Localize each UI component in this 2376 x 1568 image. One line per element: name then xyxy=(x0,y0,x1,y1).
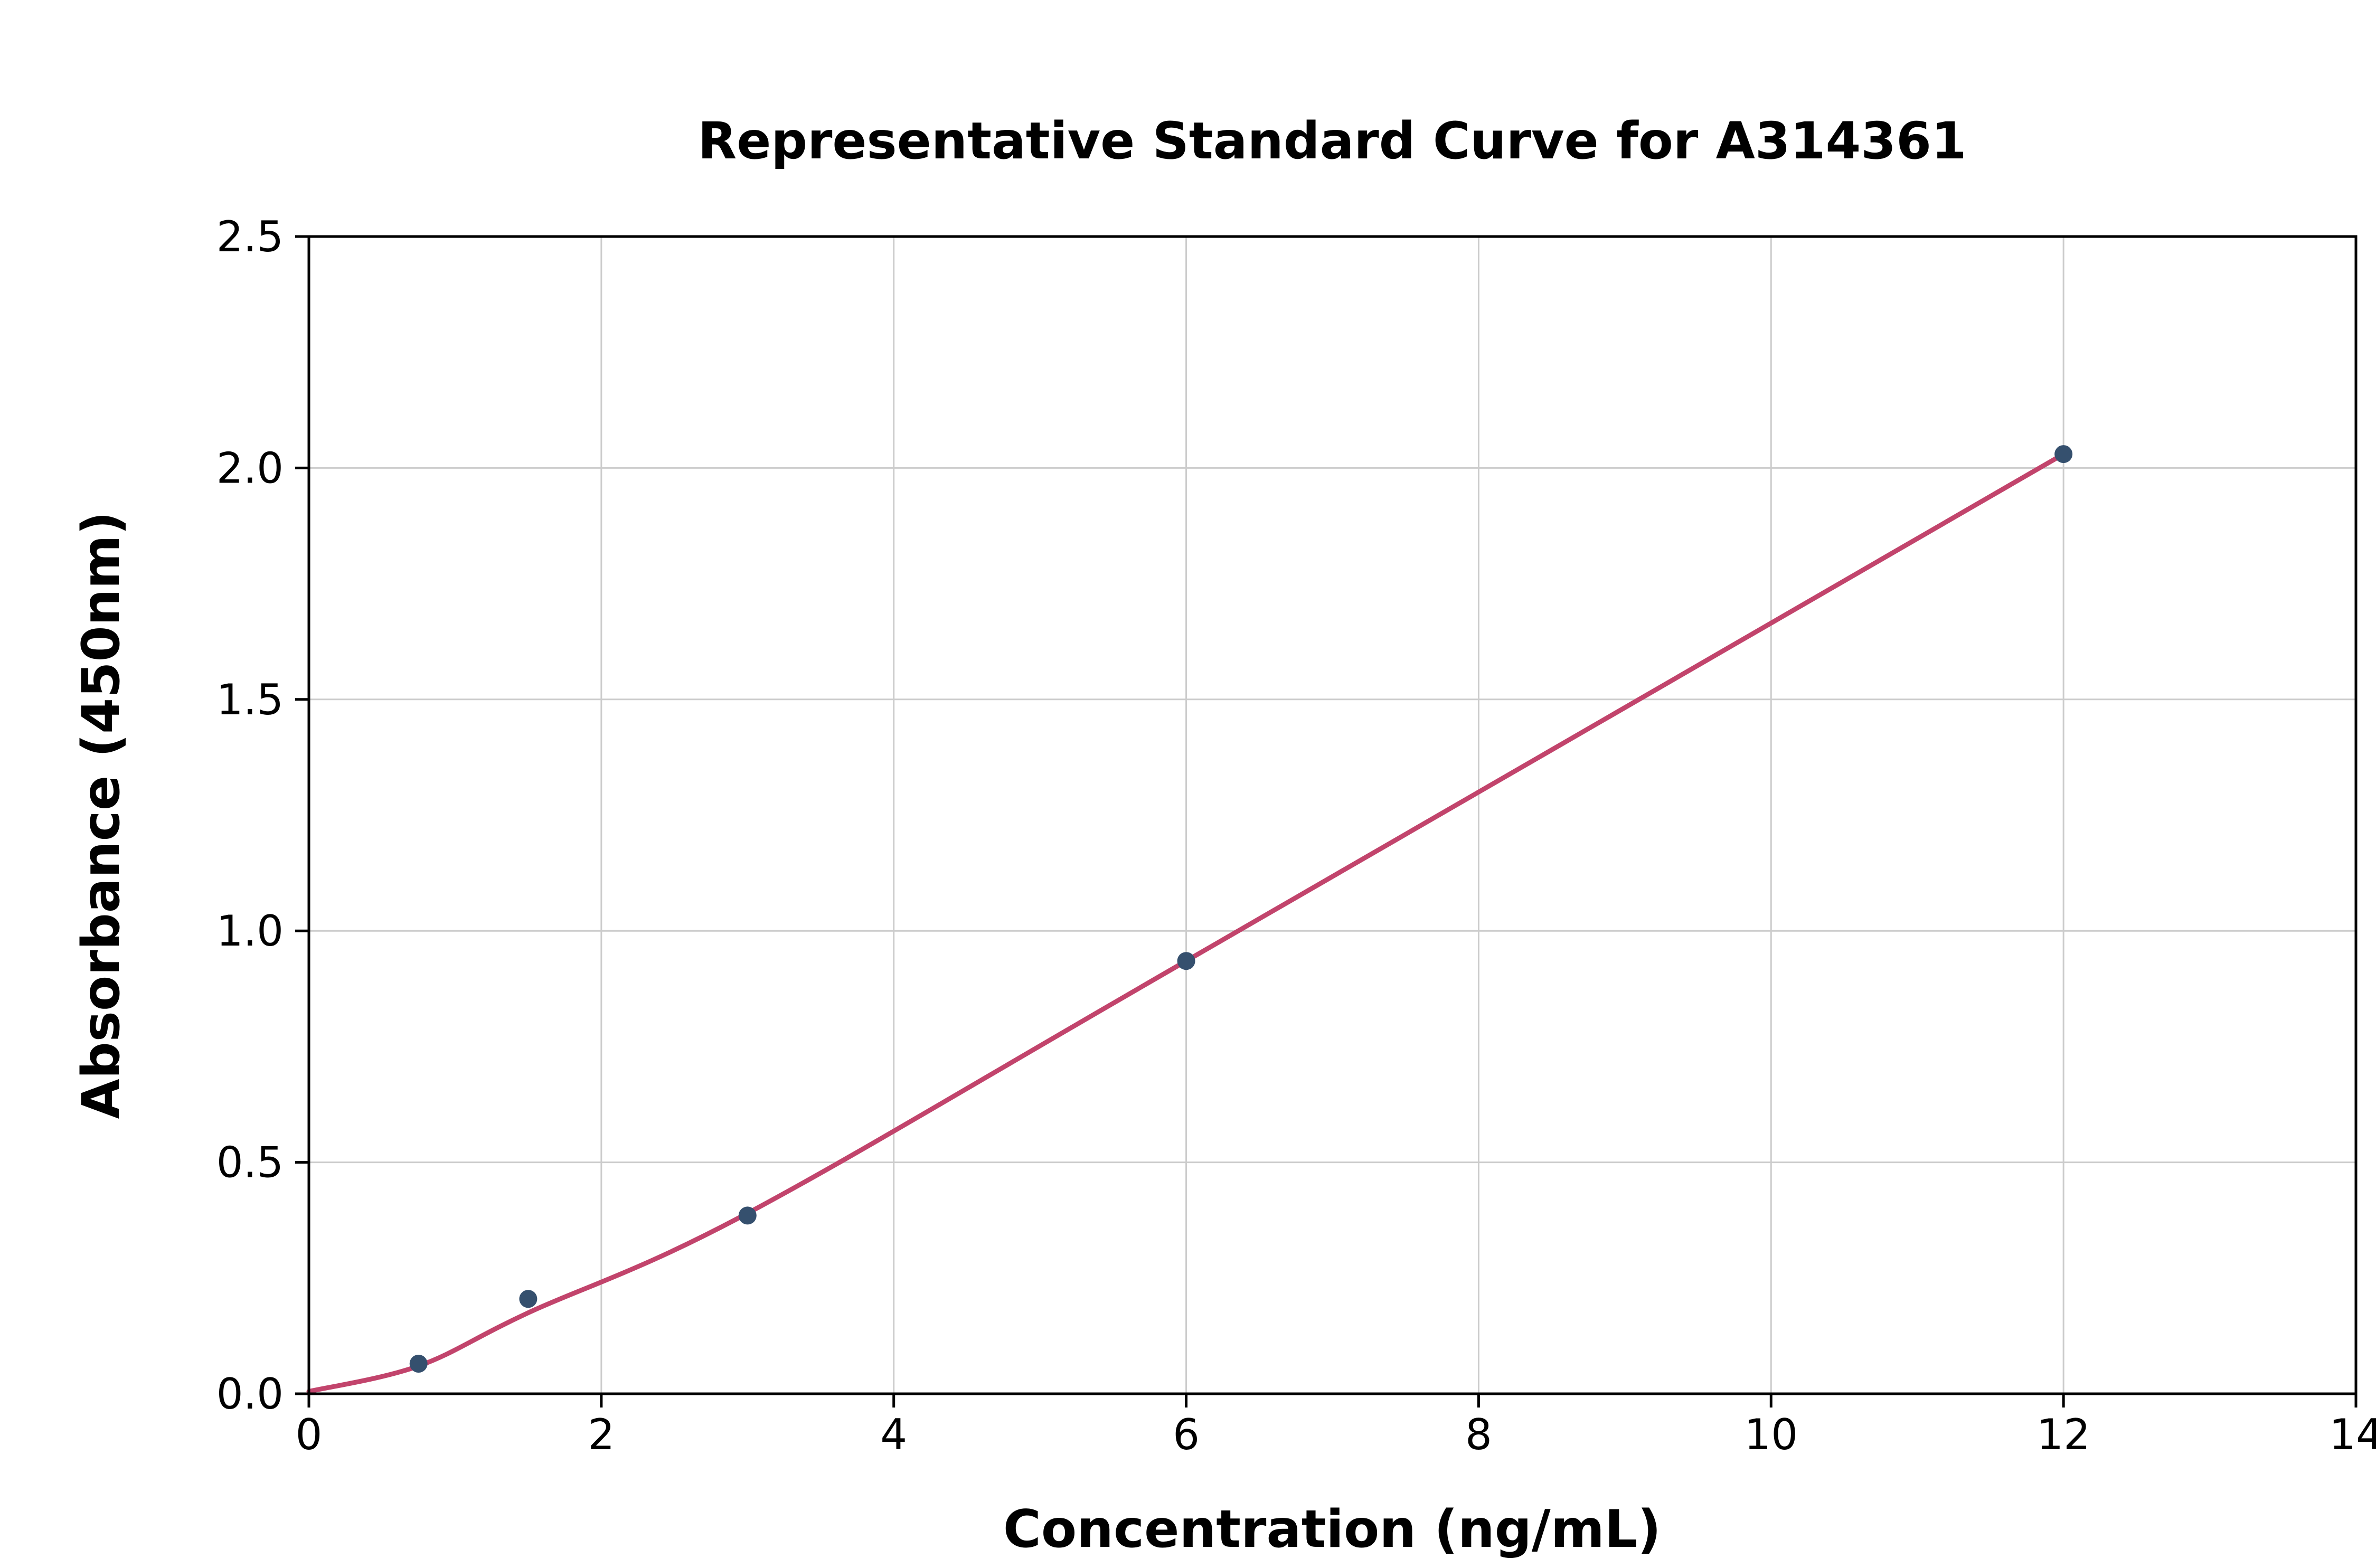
chart-title: Representative Standard Curve for A31436… xyxy=(697,111,1966,171)
data-point xyxy=(738,1206,757,1225)
fit-line xyxy=(306,451,2066,1394)
y-axis-label: Absorbance (450nm) xyxy=(71,512,131,1119)
y-tick-label: 2.5 xyxy=(216,212,284,261)
x-tick-label: 6 xyxy=(1173,1410,1200,1459)
data-point xyxy=(1177,952,1195,970)
x-tick-label: 2 xyxy=(588,1410,615,1459)
y-tick-label: 1.5 xyxy=(216,675,284,724)
plot-border xyxy=(307,235,2358,1395)
x-tick-label: 0 xyxy=(296,1410,323,1459)
data-point xyxy=(409,1355,428,1373)
data-point xyxy=(519,1290,538,1308)
data-point xyxy=(2054,445,2073,464)
y-tick-label: 0.5 xyxy=(216,1138,284,1187)
x-tick-label: 14 xyxy=(2329,1410,2376,1459)
x-axis-label: Concentration (ng/mL) xyxy=(1003,1499,1661,1560)
x-tick-label: 8 xyxy=(1465,1410,1492,1459)
y-tick-label: 2.0 xyxy=(216,443,284,493)
x-tick-label: 4 xyxy=(880,1410,907,1459)
x-tick-label: 12 xyxy=(2036,1410,2090,1459)
x-tick-label: 10 xyxy=(1744,1410,1798,1459)
y-tick-label: 0.0 xyxy=(216,1369,284,1419)
plot-area-generated: 0 2 4 6 8 10 12 14 0.0 0.5 1.0 1.5 2.0 2.5 xyxy=(216,212,2376,1459)
y-tick-label: 1.0 xyxy=(216,906,284,956)
